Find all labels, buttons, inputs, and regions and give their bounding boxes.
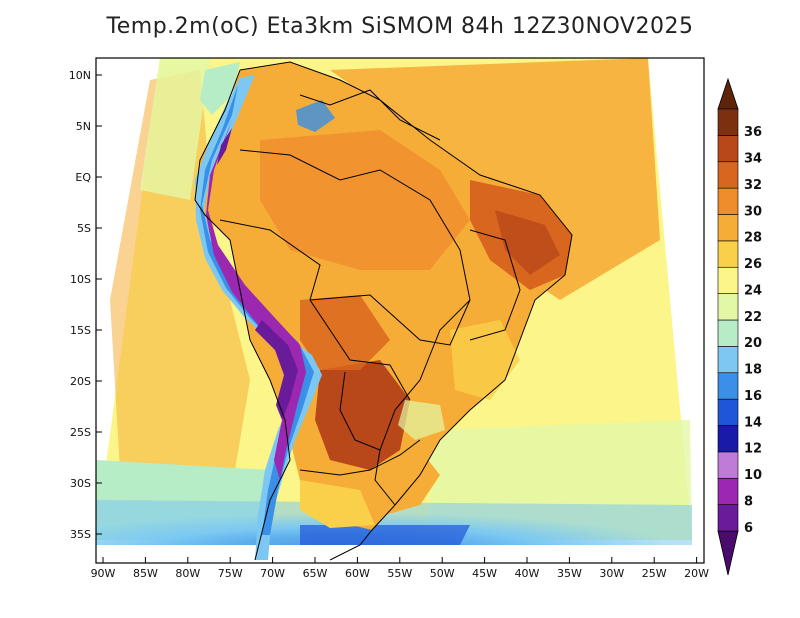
lat-tick-label: 35S [70, 528, 91, 541]
central-west-warm [300, 295, 390, 370]
colorbar-level-label: 10 [744, 468, 762, 483]
colorbar-segment [717, 425, 739, 453]
colombia-andes-mild [200, 62, 240, 115]
argentina-border [299, 439, 421, 476]
pacific-coastline [194, 69, 291, 561]
colorbar-segment [717, 477, 739, 505]
colorbar-level-label: 16 [744, 389, 762, 404]
colorbar: 6 8 10 12 14 16 18 20 22 24 26 28 30 32 34 36 [717, 77, 762, 576]
paraguay-border [339, 371, 381, 451]
lon-tick-label: 50W [430, 567, 455, 580]
northeast-brazil-hotspot [495, 210, 560, 275]
colorbar-level-label: 28 [744, 231, 762, 246]
lat-tick-label: 25S [70, 426, 91, 439]
lat-tick-label: 10N [69, 69, 91, 82]
pacific-cool-north [140, 58, 210, 200]
warm-ocean-region [330, 58, 660, 300]
lat-tick-label: 5N [76, 120, 91, 133]
colorbar-level-label: 14 [744, 415, 762, 430]
chaco-hotspot [315, 360, 410, 470]
colorbar-segment [717, 451, 739, 479]
lon-tick-label: 20W [684, 567, 709, 580]
western-border [219, 219, 411, 401]
lon-tick-label: 30W [599, 567, 624, 580]
colorbar-level-label: 6 [744, 521, 753, 536]
lat-tick-label: 5S [77, 222, 91, 235]
colorbar-segment [717, 240, 739, 268]
lon-tick-label: 55W [387, 567, 412, 580]
colorbar-level-label: 34 [744, 152, 762, 167]
lon-tick-label: 90W [91, 567, 116, 580]
lon-tick-label: 45W [472, 567, 497, 580]
lon-tick-label: 35W [557, 567, 582, 580]
lat-tick-label: 15S [70, 324, 91, 337]
northern-border [299, 89, 441, 141]
colorbar-level-label: 30 [744, 204, 762, 219]
colorbar-level-label: 8 [744, 494, 753, 509]
lat-tick-label: 20S [70, 375, 91, 388]
lon-tick-label: 60W [345, 567, 370, 580]
colorbar-segment [717, 108, 739, 136]
andes-north-coldest [217, 128, 232, 165]
amazon-warm-area [260, 130, 470, 270]
lat-tick-label: 30S [70, 477, 91, 490]
minas-highlands-mild [450, 320, 520, 400]
lon-tick-label: 85W [133, 567, 158, 580]
lon-tick-label: 65W [303, 567, 328, 580]
colorbar-segment [717, 372, 739, 400]
guiana-highlands-cool [296, 100, 335, 132]
colorbar-level-label: 20 [744, 336, 762, 351]
lon-tick-label: 75W [218, 567, 243, 580]
colorbar-level-label: 12 [744, 442, 762, 457]
lon-tick-label: 25W [642, 567, 667, 580]
colorbar-segment [717, 214, 739, 242]
southern-brazil-mild [360, 450, 440, 515]
colorbar-level-label: 26 [744, 257, 762, 272]
serra-do-mar-mild [398, 400, 445, 440]
lat-tick-label: EQ [75, 171, 91, 184]
colorbar-level-label: 24 [744, 283, 762, 298]
lat-tick-label: 10S [70, 273, 91, 286]
colorbar-over-triangle [717, 77, 739, 110]
colorbar-segment [717, 161, 739, 189]
colorbar-segment [717, 504, 739, 532]
colorbar-under-triangle [717, 530, 739, 576]
colorbar-level-label: 18 [744, 363, 762, 378]
colorbar-level-label: 32 [744, 178, 762, 193]
lon-tick-label: 40W [515, 567, 540, 580]
altiplano-coldest [255, 320, 298, 420]
temperature-field [96, 58, 692, 560]
boundaries [194, 61, 573, 561]
lon-tick-label: 70W [260, 567, 285, 580]
lon-tick-label: 80W [175, 567, 200, 580]
andes-cold-core [206, 120, 306, 480]
northeast-state-border [469, 229, 521, 341]
colorbar-segment [717, 266, 739, 294]
colorbar-segment [717, 398, 739, 426]
coldest-south-patch [300, 525, 470, 545]
colorbar-level-label: 36 [744, 125, 762, 140]
latitude-axis: 10N 5N EQ 5S 10S 15S 20S 25S 30S 35S [69, 69, 102, 541]
colorbar-level-label: 22 [744, 310, 762, 325]
pampas-mild [300, 480, 375, 528]
colorbar-segment [717, 319, 739, 347]
central-state-border [309, 294, 471, 346]
colorbar-segment [717, 135, 739, 163]
colorbar-segment [717, 346, 739, 374]
colorbar-segment [717, 293, 739, 321]
map-title: Temp.2m(oC) Eta3km SiSMOM 84h 12Z30NOV20… [106, 14, 694, 39]
colorbar-segment [717, 187, 739, 215]
longitude-axis: 90W 85W 80W 75W 70W 65W 60W 55W 50W 45W 40W 35W 30W 2… [91, 557, 709, 580]
southern-cold-band [96, 500, 692, 545]
